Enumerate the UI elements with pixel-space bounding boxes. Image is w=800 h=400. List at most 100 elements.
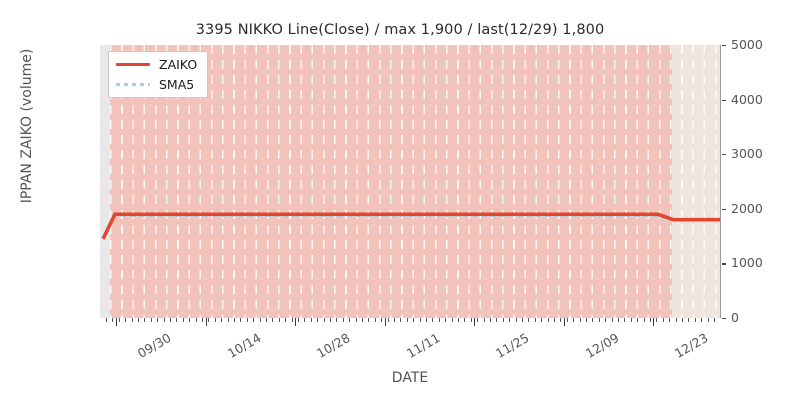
x-tick-minor xyxy=(554,318,555,322)
x-tick-minor xyxy=(208,318,210,322)
x-tick-major xyxy=(384,318,386,326)
x-tick-minor xyxy=(650,318,651,322)
x-tick-minor xyxy=(112,318,114,322)
x-tick-minor xyxy=(234,318,235,322)
x-tick-minor xyxy=(400,318,402,322)
x-tick-minor xyxy=(323,318,325,322)
x-tick-minor xyxy=(528,318,530,322)
y-tick-mark xyxy=(722,208,726,210)
x-tick-minor xyxy=(496,318,498,322)
x-tick-minor xyxy=(266,318,267,322)
x-tick-minor xyxy=(394,318,395,322)
x-tick-major xyxy=(474,318,476,326)
x-tick-minor xyxy=(150,318,152,322)
y-tick: 2000 xyxy=(722,201,792,216)
x-tick-minor xyxy=(240,318,242,322)
legend-swatch-sma5 xyxy=(116,79,150,90)
x-tick-minor xyxy=(490,318,491,322)
x-tick-minor xyxy=(573,318,575,322)
x-tick-label: 12/09 xyxy=(582,330,622,362)
y-tick: 5000 xyxy=(722,37,792,52)
x-tick-major xyxy=(295,318,297,326)
x-tick-minor xyxy=(413,318,415,322)
x-tick-minor xyxy=(291,318,293,322)
x-tick-minor xyxy=(470,318,472,322)
y-tick-label: 1000 xyxy=(731,255,763,271)
legend-label-sma5: SMA5 xyxy=(159,77,195,92)
x-tick-minor xyxy=(502,318,504,322)
x-tick-minor xyxy=(272,318,274,322)
x-tick-minor xyxy=(566,318,568,322)
x-tick-minor xyxy=(630,318,632,322)
y-tick-mark xyxy=(722,318,726,320)
x-tick-minor xyxy=(445,318,447,322)
x-tick-minor xyxy=(310,318,312,322)
x-tick-minor xyxy=(106,318,107,322)
x-tick-label: 11/11 xyxy=(403,330,443,362)
chart-title: 3395 NIKKO Line(Close) / max 1,900 / las… xyxy=(195,22,605,38)
x-tick-minor xyxy=(586,318,587,322)
y-axis-label: IPPAN ZAIKO (volume) xyxy=(19,48,35,204)
x-tick-minor xyxy=(432,318,434,322)
x-tick-minor xyxy=(189,318,191,322)
x-tick-minor xyxy=(598,318,600,322)
x-tick-minor xyxy=(246,318,248,322)
x-tick-minor xyxy=(618,318,619,322)
x-tick-minor xyxy=(125,318,127,322)
legend-label-zaiko: ZAIKO xyxy=(159,57,198,72)
x-tick-minor xyxy=(419,318,421,322)
x-tick-major xyxy=(563,318,565,326)
x-tick-minor xyxy=(541,318,543,322)
x-axis-ticks xyxy=(100,318,720,327)
x-tick-minor xyxy=(138,318,139,322)
x-tick-minor xyxy=(509,318,511,322)
x-tick-minor xyxy=(285,318,287,322)
x-tick-minor xyxy=(118,318,120,322)
x-tick-minor xyxy=(579,318,581,322)
x-tick-minor xyxy=(694,318,696,322)
x-tick-label: 10/28 xyxy=(313,330,353,362)
x-tick-label: 09/30 xyxy=(134,330,174,362)
x-tick-minor xyxy=(259,318,261,322)
x-tick-minor xyxy=(144,318,146,322)
x-tick-minor xyxy=(342,318,344,322)
x-tick-label: 12/23 xyxy=(671,330,711,362)
x-tick-minor xyxy=(381,318,383,322)
legend-swatch-zaiko xyxy=(116,59,150,70)
plot-area: ZAIKO SMA5 xyxy=(100,45,720,318)
x-tick-minor xyxy=(170,318,171,322)
x-tick-minor xyxy=(611,318,613,322)
x-tick-minor xyxy=(451,318,453,322)
x-tick-minor xyxy=(624,318,626,322)
legend-item-sma5[interactable]: SMA5 xyxy=(116,77,197,92)
x-tick-minor xyxy=(163,318,165,322)
chart-legend[interactable]: ZAIKO SMA5 xyxy=(108,51,209,98)
x-tick-minor xyxy=(330,318,331,322)
x-tick-minor xyxy=(374,318,376,322)
y-tick-label: 3000 xyxy=(731,146,763,162)
x-tick-minor xyxy=(682,318,683,322)
x-tick-minor xyxy=(701,318,703,322)
x-tick-minor xyxy=(406,318,408,322)
y-tick-label: 4000 xyxy=(731,91,763,107)
y-tick-mark xyxy=(722,154,726,156)
x-tick-minor xyxy=(227,318,229,322)
x-tick-minor xyxy=(592,318,594,322)
x-tick-minor xyxy=(643,318,645,322)
y-tick: 4000 xyxy=(722,92,792,107)
x-tick-major xyxy=(653,318,655,326)
x-tick-minor xyxy=(458,318,459,322)
y-axis-spine xyxy=(720,45,722,318)
y-tick-mark xyxy=(722,263,726,265)
x-tick-minor xyxy=(362,318,363,322)
x-tick-minor xyxy=(176,318,178,322)
x-tick-minor xyxy=(214,318,216,322)
x-tick-minor xyxy=(317,318,319,322)
x-tick-minor xyxy=(195,318,197,322)
legend-item-zaiko[interactable]: ZAIKO xyxy=(116,57,197,72)
x-tick-minor xyxy=(368,318,370,322)
x-tick-minor xyxy=(714,318,715,322)
x-tick-major xyxy=(116,318,118,326)
x-tick-minor xyxy=(253,318,255,322)
